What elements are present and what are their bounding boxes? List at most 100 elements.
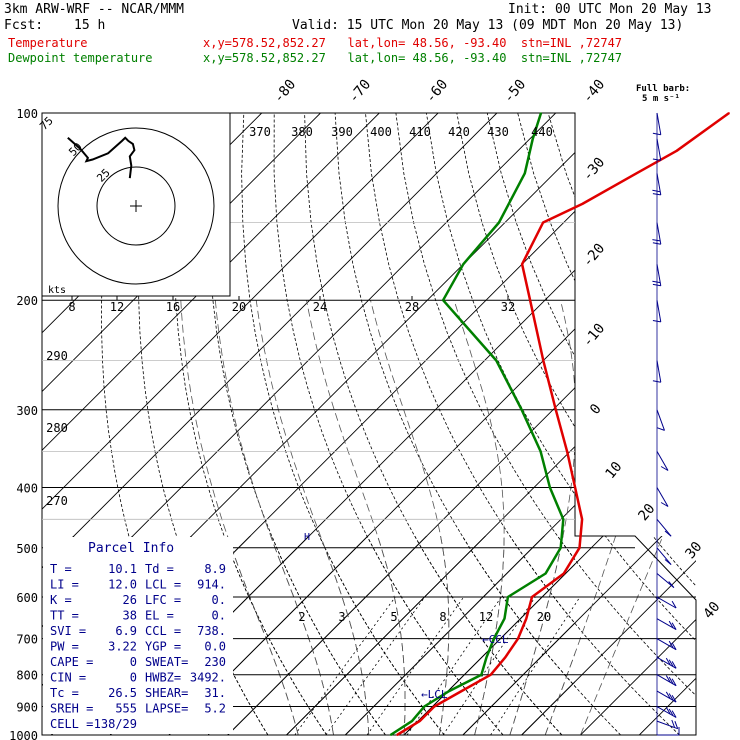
wind-barb-staff [656,451,669,471]
isotherm-line [698,113,740,735]
dewpoint-point [544,572,547,575]
legend-temperature-info: x,y=578.52,852.27 lat,lon= 48.56, -93.40… [203,36,623,50]
temperature-point [433,705,436,708]
parcel-row-label: Tc = [50,686,79,700]
temperature-point [566,450,568,453]
dry-adiabat [579,113,740,735]
pressure-tick-label: 700 [16,633,38,647]
wind-barb-flag [668,640,674,649]
isotherm-label: -70 [346,77,375,107]
dry-adiabat [609,113,740,735]
parcel-row-value: 0 [130,655,137,669]
wind-barb-staff [656,720,678,730]
temperature-point [578,547,581,549]
legend-dewpoint-info: x,y=578.52,852.27 lat,lon= 48.56, -93.40… [203,51,623,65]
dry-adiabat [487,113,740,735]
wind-barb-staff [656,138,662,161]
barb-key-line2: 5 m s⁻¹ [642,94,680,104]
dry-adiabat [670,113,740,735]
speed-scale-label: 32 [501,300,515,314]
dewpoint-point [442,299,444,302]
dry-adiabat [509,536,680,735]
mixing-ratio-label: 2 [298,610,305,624]
wind-barb-flag [652,280,661,284]
parcel-row-value: 914. [197,578,226,592]
parcel-row-value: 0 [130,671,137,685]
temperature-trace [396,111,730,737]
parcel-row-label: LCL = [145,578,181,592]
dewpoint-point [559,547,562,549]
dewpoint-point [462,263,465,266]
theta-label: 370 [249,125,271,139]
speed-scale-label: 12 [110,300,124,314]
pressure-tick-label: 600 [16,591,38,605]
theta-label: 440 [531,125,553,139]
wind-barb-flag [652,239,661,242]
wind-barb-flag [668,708,674,717]
parcel-row-label: TT = [50,609,79,623]
dry-adiabat [176,536,269,735]
temperature-point [542,221,544,224]
temperature-point [542,359,545,362]
wind-barb-flag [660,466,669,471]
parcel-row-label: PW = [50,640,79,654]
isotherm-line [42,113,439,510]
wind-barb-flag [668,676,674,685]
parcel-row-value: 0.0 [204,640,226,654]
dry-adiabat [670,113,740,735]
parcel-title: Parcel Info [88,541,174,556]
wind-barb-flag [671,661,677,669]
theta-label: 390 [331,125,353,139]
speed-scale-label: 28 [405,300,419,314]
isotherm-line [403,563,575,735]
wind-barb-flag [668,693,674,701]
isotherm-line [42,113,557,628]
isotherm-label: -80 [271,77,300,107]
dry-adiabat [639,113,740,735]
isotherm-label: -60 [423,77,452,107]
dry-adiabat [223,536,328,735]
dewpoint-point [485,656,488,659]
moist-adiabat [306,300,406,735]
parcel-row-value: 0. [212,609,226,623]
parcel-row-label: LI = [50,578,79,592]
isotherm-label: 0 [587,401,605,418]
wind-barb-flag [668,581,675,588]
parcel-row-value: 0. [212,593,226,607]
wind-barb-flag [668,659,674,667]
dry-adiabat [273,113,504,735]
isotherm-line [344,504,575,735]
parcel-row-value: 6.9 [115,624,137,638]
wind-barb-flag [671,719,676,728]
wind-barbs [652,112,680,736]
mixing-ratio-line [325,596,426,735]
dry-adiabat [414,536,563,735]
parcel-row-value: 738. [197,624,226,638]
thermo-grid [41,112,740,736]
dry-adiabat [609,113,740,735]
temperature-point [490,673,492,676]
temperature-point [504,656,507,659]
ccl-annotation: ←CCL [482,633,509,646]
legend-dewpoint-name: Dewpoint temperature [8,51,153,65]
isotherm-line [521,681,575,735]
parcel-row-value: 230 [204,655,226,669]
dry-adiabat [426,113,575,496]
lcl-annotation: ←LCL [421,688,448,701]
dewpoint-point [503,617,506,620]
parcel-row-value: 555 [115,702,137,716]
wind-barb-flag [660,502,669,507]
forecast-label: Fcst: [4,18,44,33]
wind-barb-flag [674,721,679,729]
wind-barb-flag [665,675,671,683]
isotherm-line [286,536,487,735]
dewpoint-point [540,112,542,114]
temperature-point [396,734,398,736]
wind-barb-staff [656,596,677,609]
wind-barb-flag [652,320,661,323]
mixing-ratio-label: 3 [338,610,345,624]
dewpoint-point [507,596,509,598]
dewpoint-point [549,486,551,489]
temperature-point [675,150,678,152]
